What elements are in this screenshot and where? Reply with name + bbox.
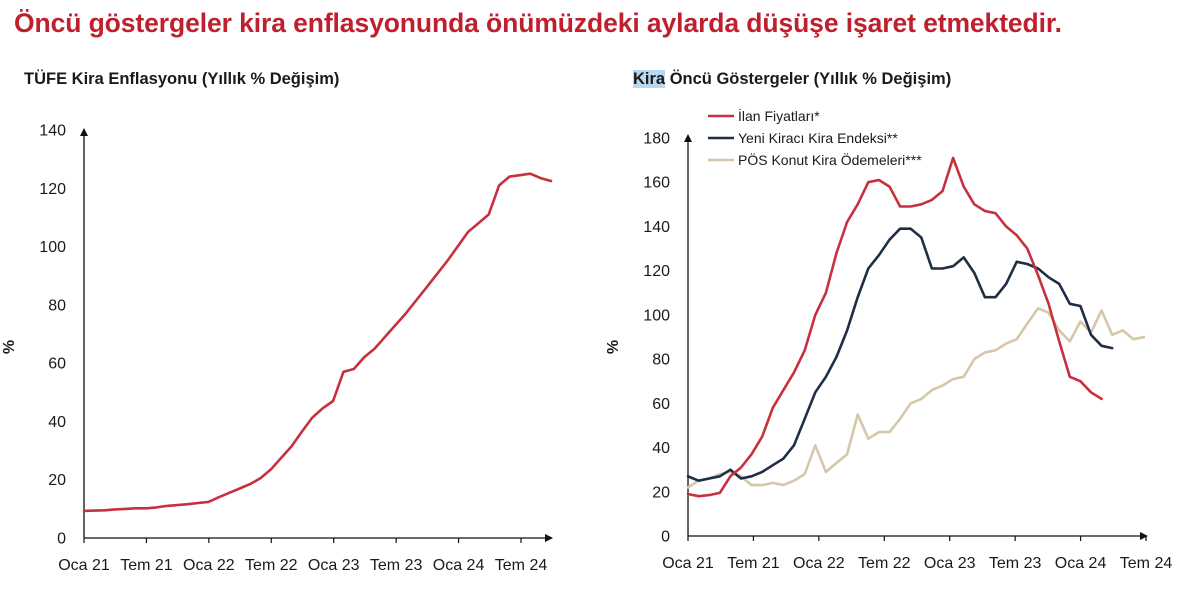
left-x-tick-label: Oca 23: [308, 557, 360, 574]
right-y-tick-label: 180: [643, 131, 670, 148]
right-x-tick-label: Oca 24: [1055, 555, 1107, 572]
right-x-tick-label: Tem 22: [858, 555, 911, 572]
right-legend-label: Yeni Kiracı Kira Endeksi**: [738, 130, 898, 146]
left-x-tick-label: Tem 22: [245, 557, 298, 574]
right-y-tick-label: 100: [643, 307, 670, 324]
right-chart-title: Kira Öncü Göstergeler (Yıllık % Değişim): [633, 70, 951, 89]
right-y-axis-arrow: [684, 134, 692, 142]
left-x-tick-label: Tem 24: [495, 557, 548, 574]
right-y-tick-label: 160: [643, 175, 670, 192]
right-x-axis-arrow: [1140, 532, 1148, 540]
right-x-tick-label: Oca 21: [662, 555, 714, 572]
left-y-tick-label: 120: [39, 181, 66, 198]
left-series-line-1: [82, 172, 553, 513]
right-y-tick-label: 0: [661, 529, 670, 546]
left-y-tick-label: 100: [39, 239, 66, 256]
left-y-tick-label: 20: [48, 472, 66, 489]
right-x-tick-label: Oca 22: [793, 555, 845, 572]
right-y-tick-label: 140: [643, 219, 670, 236]
left-x-axis-arrow: [545, 534, 553, 542]
left-x-tick-label: Tem 21: [120, 557, 173, 574]
left-y-tick-label: 140: [39, 123, 66, 140]
right-y-tick-label: 40: [652, 440, 670, 457]
right-legend-label: PÖS Konut Kira Ödemeleri***: [738, 151, 922, 168]
left-x-tick-label: Oca 22: [183, 557, 235, 574]
left-y-tick-label: 0: [57, 531, 66, 548]
right-y-axis-label: %: [605, 340, 622, 354]
right-chart-title-highlight: Kira: [633, 70, 666, 88]
right-series-line-1: [686, 156, 1103, 498]
right-y-tick-label: 60: [652, 396, 670, 413]
left-chart-title: TÜFE Kira Enflasyonu (Yıllık % Değişim): [24, 70, 340, 88]
right-legend-label: İlan Fiyatları*: [738, 107, 820, 124]
headline: Öncü göstergeler kira enflasyonunda önüm…: [14, 8, 1062, 38]
left-x-tick-label: Oca 21: [58, 557, 110, 574]
left-y-tick-label: 60: [48, 356, 66, 373]
left-y-tick-label: 80: [48, 297, 66, 314]
right-y-tick-label: 20: [652, 484, 670, 501]
left-y-tick-label: 40: [48, 414, 66, 431]
left-x-tick-label: Oca 24: [433, 557, 485, 574]
right-y-tick-label: 120: [643, 263, 670, 280]
right-series-line-2: [686, 227, 1114, 483]
left-x-tick-label: Tem 23: [370, 557, 423, 574]
right-chart-title-rest: Öncü Göstergeler (Yıllık % Değişim): [669, 70, 952, 88]
right-y-tick-label: 80: [652, 352, 670, 369]
right-series-line-3: [686, 306, 1146, 489]
right-x-tick-label: Tem 21: [727, 555, 780, 572]
left-y-axis-label: %: [1, 340, 18, 354]
right-x-tick-label: Tem 24: [1120, 555, 1173, 572]
right-x-tick-label: Tem 23: [989, 555, 1042, 572]
right-x-tick-label: Oca 23: [924, 555, 976, 572]
left-y-axis-arrow: [80, 128, 88, 136]
